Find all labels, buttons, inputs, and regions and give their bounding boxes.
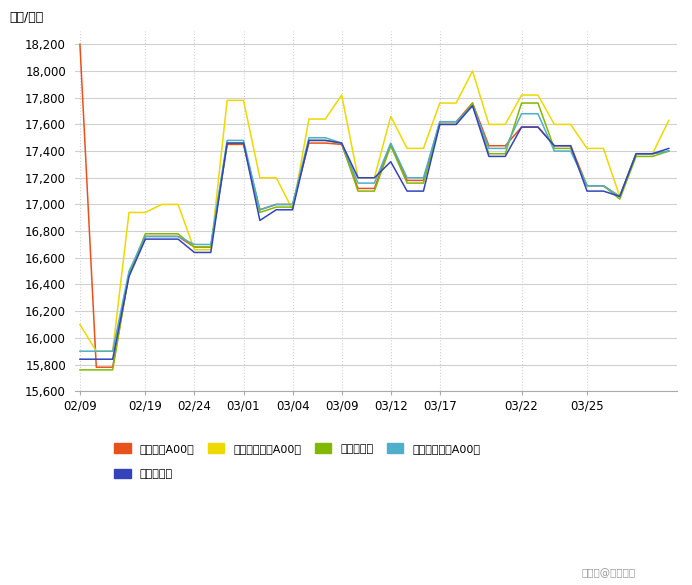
Text: 搜狐号@上海铝铝: 搜狐号@上海铝铝 (582, 568, 636, 579)
Legend: 上海期货铝: 上海期货铝 (111, 465, 176, 483)
Y-axis label: （元/吨）: （元/吨） (10, 11, 44, 24)
